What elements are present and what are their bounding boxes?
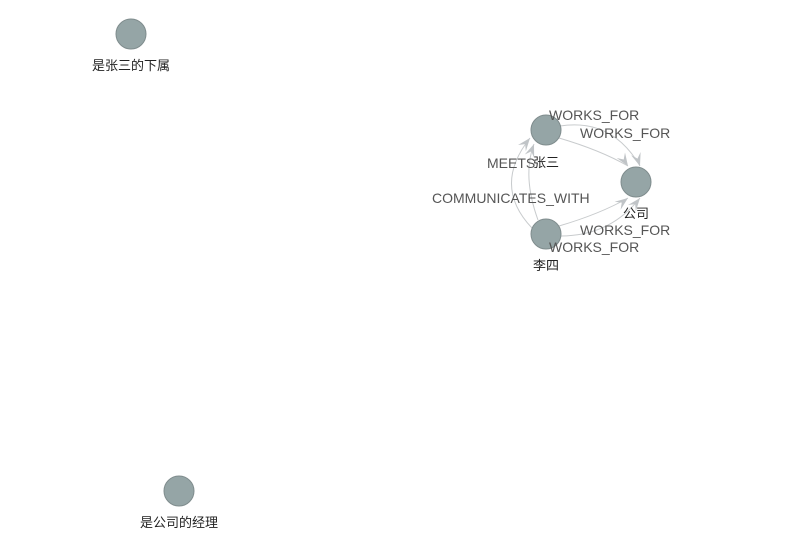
edge-labels-layer: WORKS_FORWORKS_FORWORKS_FORWORKS_FORMEET… — [432, 107, 670, 255]
edges-layer — [511, 124, 641, 237]
node-manager[interactable]: 是公司的经理 — [140, 475, 218, 531]
node-circle[interactable] — [620, 166, 652, 198]
node-company[interactable]: 公司 — [620, 166, 652, 222]
edge-lisi-zhangsan-5[interactable] — [511, 137, 533, 229]
edge-lisi-zhangsan-4[interactable] — [524, 143, 539, 221]
edge-arrowhead — [518, 138, 530, 152]
edge-zhangsan-company-0[interactable] — [559, 124, 641, 167]
node-subordinate[interactable]: 是张三的下属 — [92, 18, 170, 74]
edge-line[interactable] — [559, 124, 641, 167]
node-circle[interactable] — [115, 18, 147, 50]
edge-arrowhead — [628, 198, 640, 212]
edge-arrowhead — [616, 152, 628, 166]
node-lisi[interactable]: 李四 — [530, 218, 562, 274]
node-label: 张三 — [533, 156, 559, 171]
node-circle[interactable] — [530, 114, 562, 146]
node-label: 是张三的下属 — [92, 58, 170, 74]
edge-arrowhead — [614, 198, 628, 210]
edge-arrowhead — [631, 152, 641, 166]
edge-lisi-company-2[interactable] — [560, 197, 641, 237]
edge-label: WORKS_FOR — [549, 239, 639, 255]
node-zhangsan[interactable]: 张三 — [530, 114, 562, 171]
edge-label: COMMUNICATES_WITH — [432, 190, 590, 206]
node-circle[interactable] — [163, 475, 195, 507]
edge-label: MEETS — [487, 155, 535, 171]
edge-lisi-company-3[interactable] — [558, 197, 629, 227]
edge-label: WORKS_FOR — [549, 107, 639, 123]
node-circle[interactable] — [530, 218, 562, 250]
node-label: 李四 — [533, 259, 559, 274]
node-label: 公司 — [623, 207, 649, 222]
edge-label: WORKS_FOR — [580, 125, 670, 141]
edge-arrowhead — [524, 144, 535, 158]
edge-label: WORKS_FOR — [580, 222, 670, 238]
edge-line[interactable] — [560, 197, 641, 237]
edge-zhangsan-company-1[interactable] — [558, 137, 629, 167]
node-label: 是公司的经理 — [140, 515, 218, 531]
edge-line[interactable] — [558, 137, 629, 167]
edge-line[interactable] — [511, 137, 533, 229]
